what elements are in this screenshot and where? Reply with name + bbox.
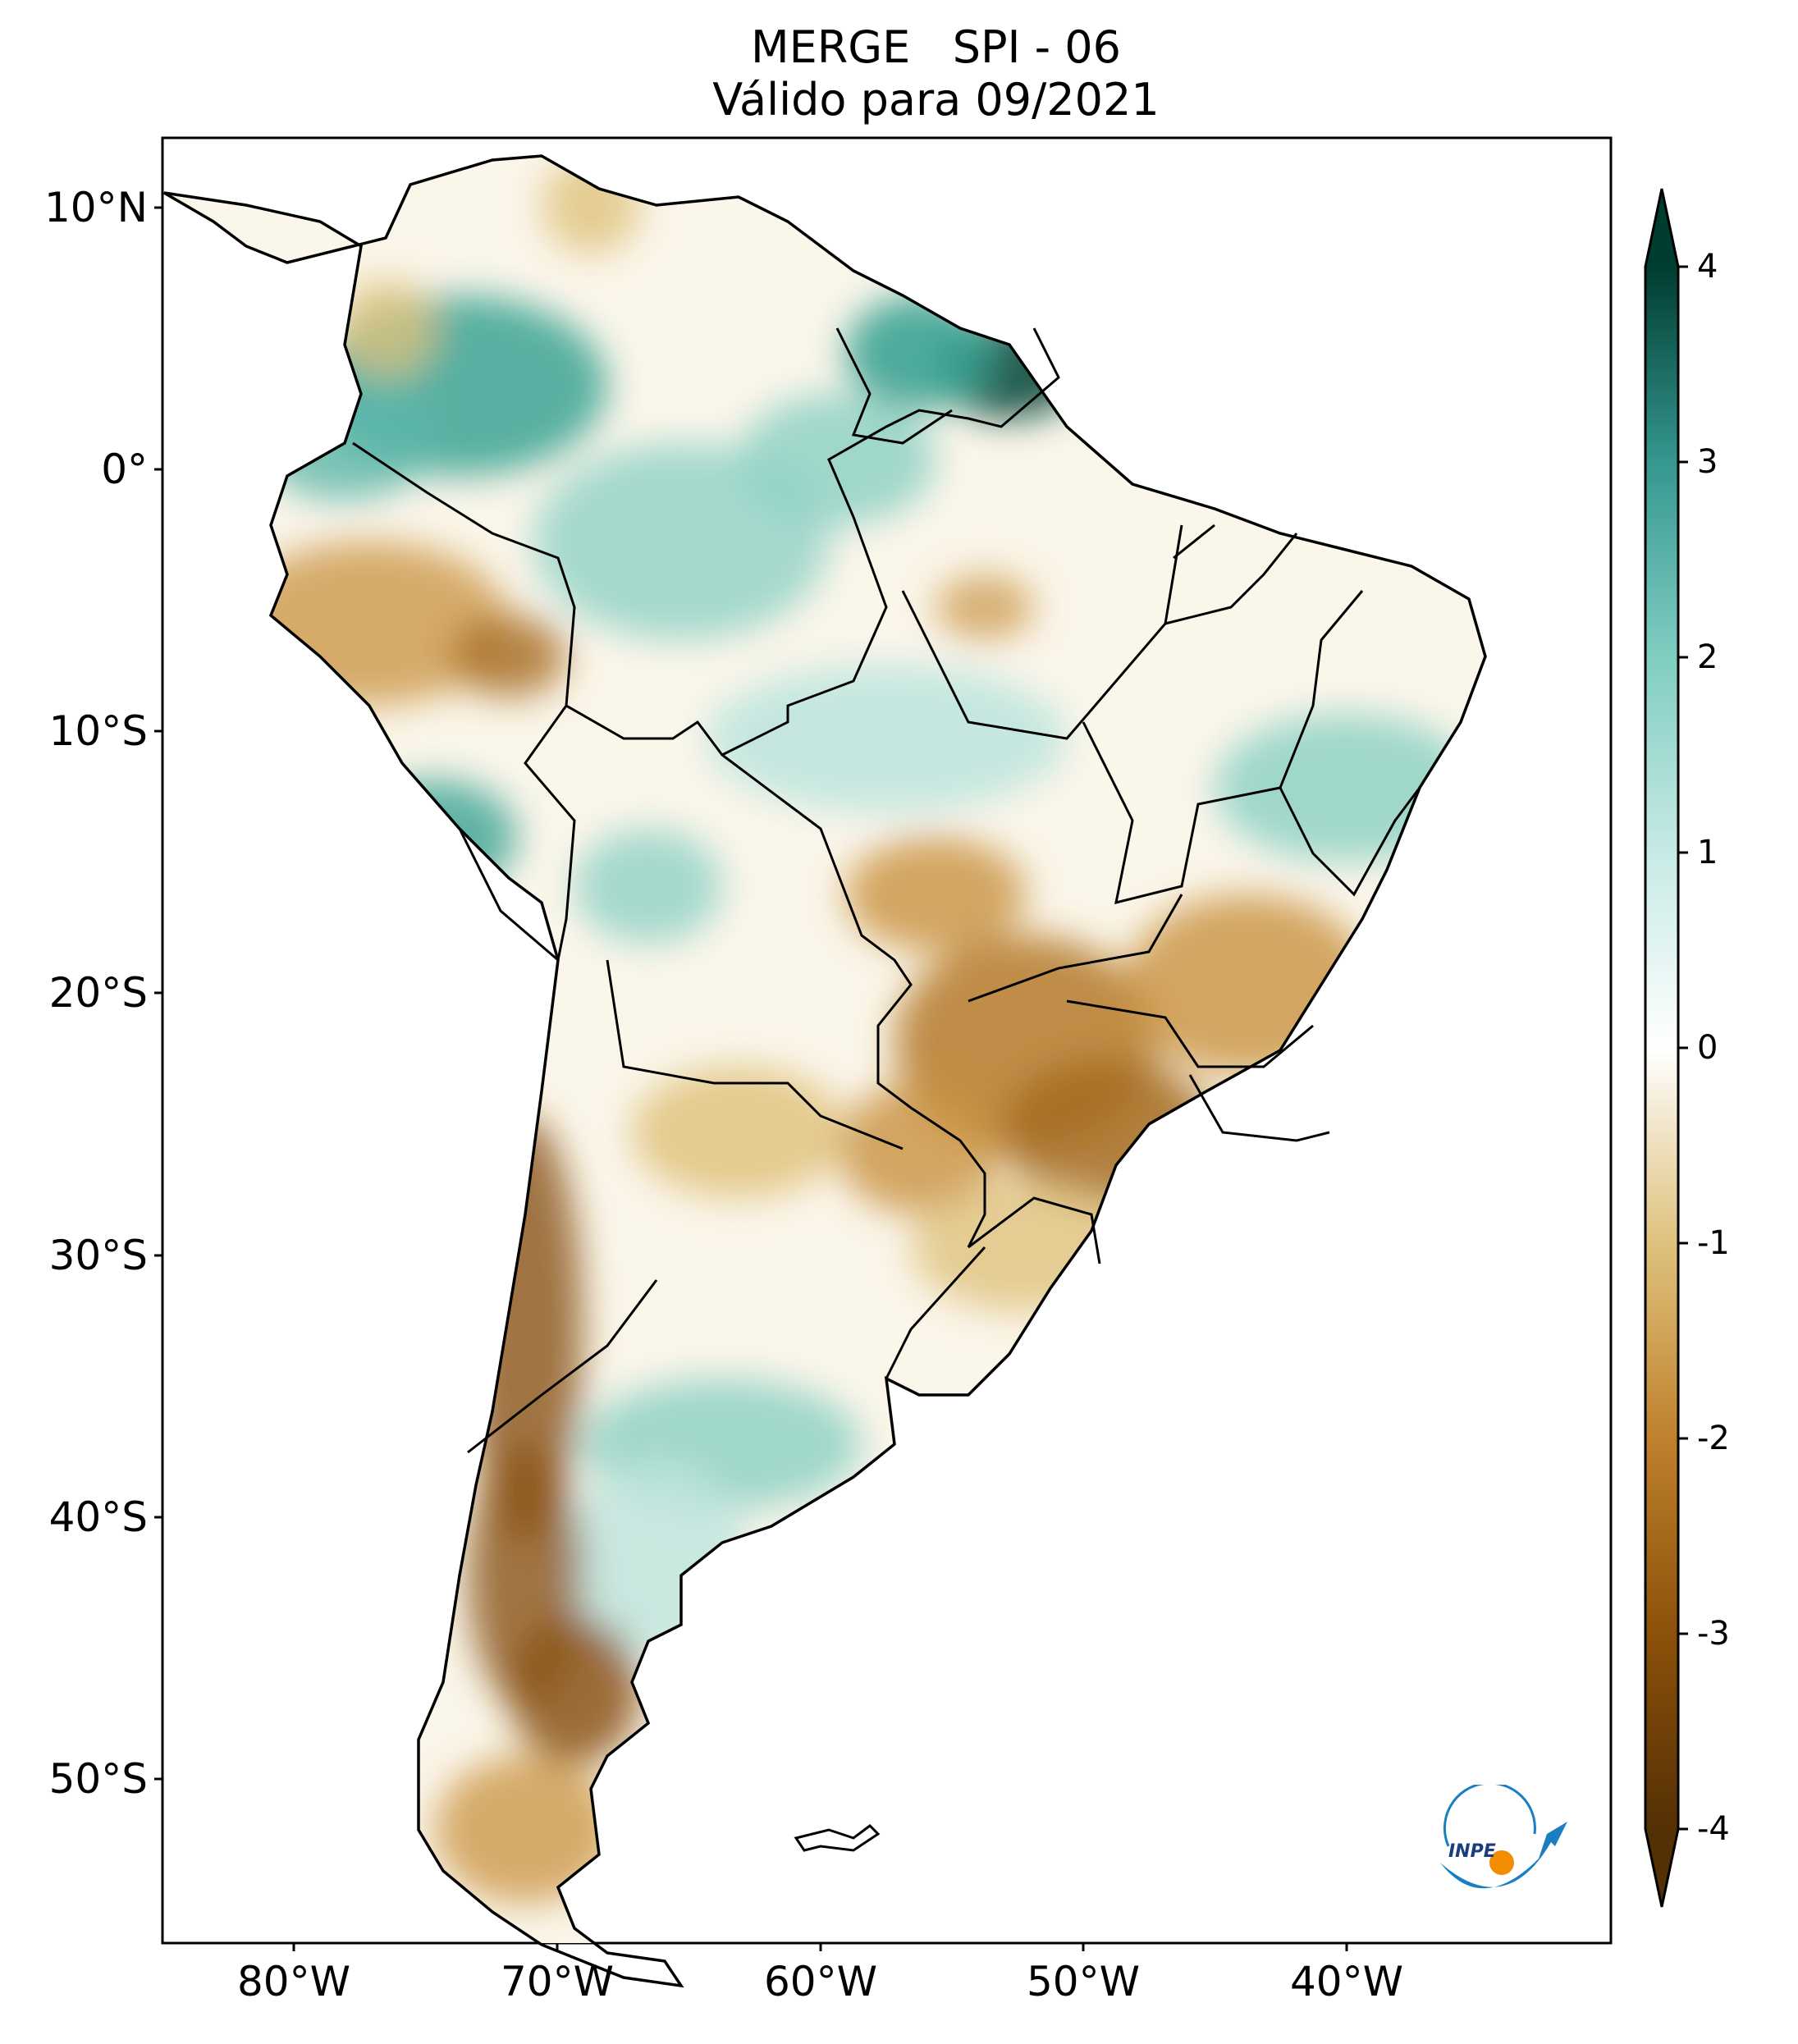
colorbar-label-1: 1 <box>1697 834 1718 871</box>
lat-label-10s: 10°S <box>48 707 148 755</box>
lat-label-20s: 20°S <box>48 969 148 1017</box>
lat-label-30s: 30°S <box>48 1232 148 1279</box>
colorbar <box>1644 188 1688 1908</box>
colorbar-label-minus-2: -2 <box>1697 1420 1730 1457</box>
lat-label-10n: 10°N <box>43 184 148 231</box>
title-main: MERGE SPI - 06 <box>751 21 1121 73</box>
lat-label-40s: 40°S <box>48 1493 148 1541</box>
lon-label-80w: 80°W <box>236 1958 351 2005</box>
inpe-logo: INPE <box>1440 1785 1567 1889</box>
falkland-islands <box>794 1824 881 1852</box>
colorbar-label-0: 0 <box>1697 1029 1718 1067</box>
colorbar-label-4: 4 <box>1697 248 1718 286</box>
colorbar-label-minus-3: -3 <box>1697 1615 1730 1653</box>
colorbar-label-3: 3 <box>1697 443 1718 481</box>
lon-label-50w: 50°W <box>1026 1958 1141 2005</box>
title-subtitle: Válido para 09/2021 <box>712 74 1160 126</box>
colorbar-label-minus-4: -4 <box>1697 1810 1730 1848</box>
country-borders <box>352 327 1421 1454</box>
lon-label-60w: 60°W <box>763 1958 878 2005</box>
lon-label-40w: 40°W <box>1289 1958 1404 2005</box>
lat-label-50s: 50°S <box>48 1755 148 1803</box>
lat-label-0: 0° <box>101 446 148 493</box>
colorbar-label-minus-1: -1 <box>1697 1224 1730 1262</box>
colorbar-label-2: 2 <box>1697 638 1718 676</box>
axis-ticks <box>154 206 1348 1951</box>
inpe-logo-text: INPE <box>1448 1841 1496 1862</box>
lon-label-70w: 70°W <box>500 1958 615 2005</box>
